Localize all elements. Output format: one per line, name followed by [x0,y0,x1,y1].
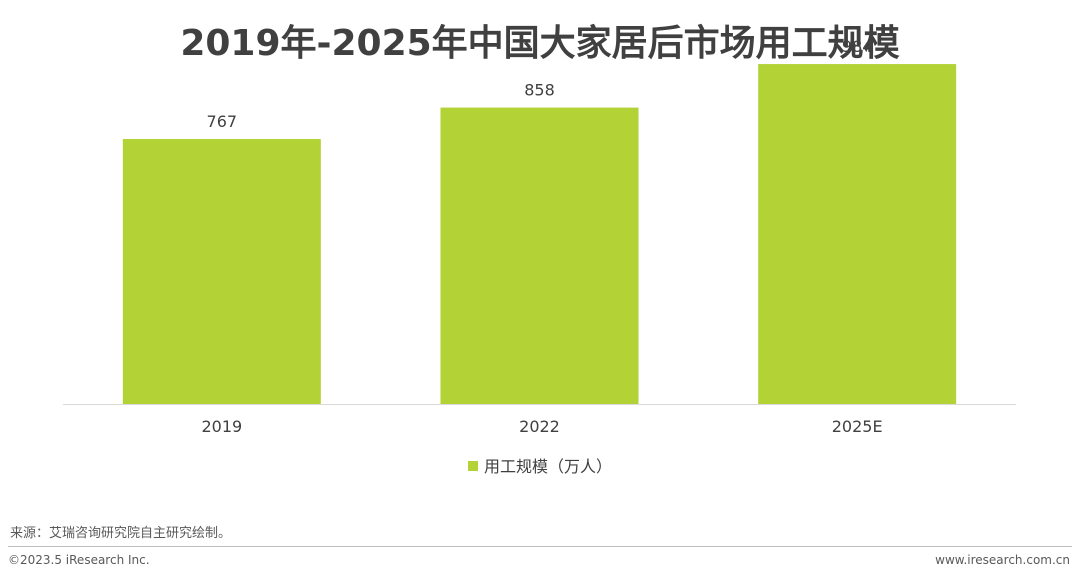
legend-swatch [467,461,478,471]
data-label-2019: 767 [207,112,238,131]
bar-2022 [440,107,639,404]
source-note: 来源：艾瑞咨询研究院自主研究绘制。 [10,526,232,541]
x-tick-label-2022: 2022 [519,417,560,436]
bar-2025E [758,64,957,404]
website-text: www.iresearch.com.cn [935,553,1070,567]
x-tick-label-2025E: 2025E [832,417,883,436]
data-label-2022: 858 [524,81,555,100]
data-label-2025E: 984 [842,37,873,56]
x-tick-label-2019: 2019 [201,417,242,436]
footer-divider [8,546,1072,547]
chart-title: 2019年-2025年中国大家居后市场用工规模 [180,23,900,64]
bar-2019 [122,139,321,404]
legend-label: 用工规模（万人） [483,457,612,476]
copyright-text: ©2023.5 iResearch Inc. [8,553,150,567]
legend: 用工规模（万人） [0,453,1080,477]
